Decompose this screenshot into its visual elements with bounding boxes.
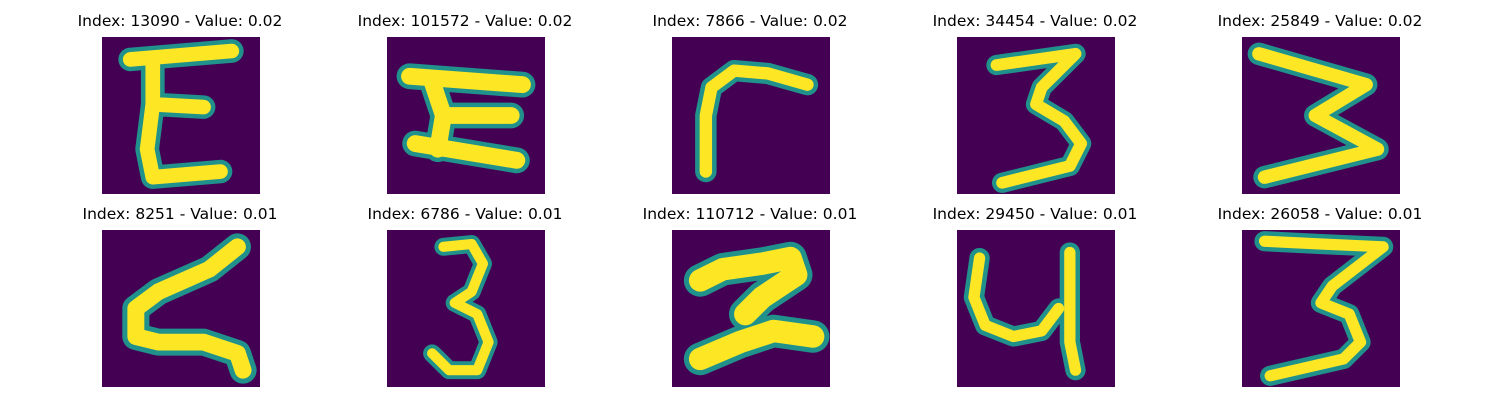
panel-6: Index: 8251 - Value: 0.01 [50, 205, 310, 390]
panel-2: Index: 101572 - Value: 0.02 [335, 12, 595, 197]
panel-title: Index: 26058 - Value: 0.01 [1217, 205, 1423, 223]
digit-image-3 [957, 37, 1115, 194]
panel-8: Index: 110712 - Value: 0.01 [620, 205, 880, 390]
panel-title: Index: 7866 - Value: 0.02 [652, 12, 848, 30]
digit-image-3 [1242, 230, 1400, 387]
panel-title: Index: 34454 - Value: 0.02 [932, 12, 1138, 30]
digit-image-3 [387, 230, 545, 387]
panel-3: Index: 7866 - Value: 0.02 [620, 12, 880, 197]
panel-5: Index: 25849 - Value: 0.02 [1190, 12, 1450, 197]
panel-title: Index: 29450 - Value: 0.01 [932, 205, 1138, 223]
digit-image-y [957, 230, 1115, 387]
digit-image-sideways-N [102, 230, 260, 387]
panel-1: Index: 13090 - Value: 0.02 [50, 12, 310, 197]
digit-image-r [672, 37, 830, 194]
panel-7: Index: 6786 - Value: 0.01 [335, 205, 595, 390]
panel-title: Index: 13090 - Value: 0.02 [77, 12, 283, 30]
panel-title: Index: 25849 - Value: 0.02 [1217, 12, 1423, 30]
panel-title: Index: 6786 - Value: 0.01 [367, 205, 563, 223]
digit-image-E [102, 37, 260, 194]
panel-title: Index: 110712 - Value: 0.01 [642, 205, 858, 223]
panel-4: Index: 34454 - Value: 0.02 [905, 12, 1165, 197]
panel-title: Index: 8251 - Value: 0.01 [82, 205, 278, 223]
digit-image-sideways-H [387, 37, 545, 194]
digit-image-sideways-W [1242, 37, 1400, 194]
panel-9: Index: 29450 - Value: 0.01 [905, 205, 1165, 390]
digit-image-z [672, 230, 830, 387]
panel-10: Index: 26058 - Value: 0.01 [1190, 205, 1450, 390]
panel-title: Index: 101572 - Value: 0.02 [357, 12, 573, 30]
